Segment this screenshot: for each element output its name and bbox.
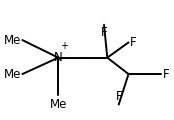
Text: Me: Me <box>3 68 21 81</box>
Text: +: + <box>60 41 68 51</box>
Text: F: F <box>101 26 107 39</box>
Text: Me: Me <box>50 98 67 111</box>
Text: N: N <box>54 51 63 64</box>
Text: F: F <box>163 68 169 81</box>
Text: F: F <box>115 90 122 103</box>
Text: F: F <box>130 36 137 49</box>
Text: Me: Me <box>3 34 21 47</box>
